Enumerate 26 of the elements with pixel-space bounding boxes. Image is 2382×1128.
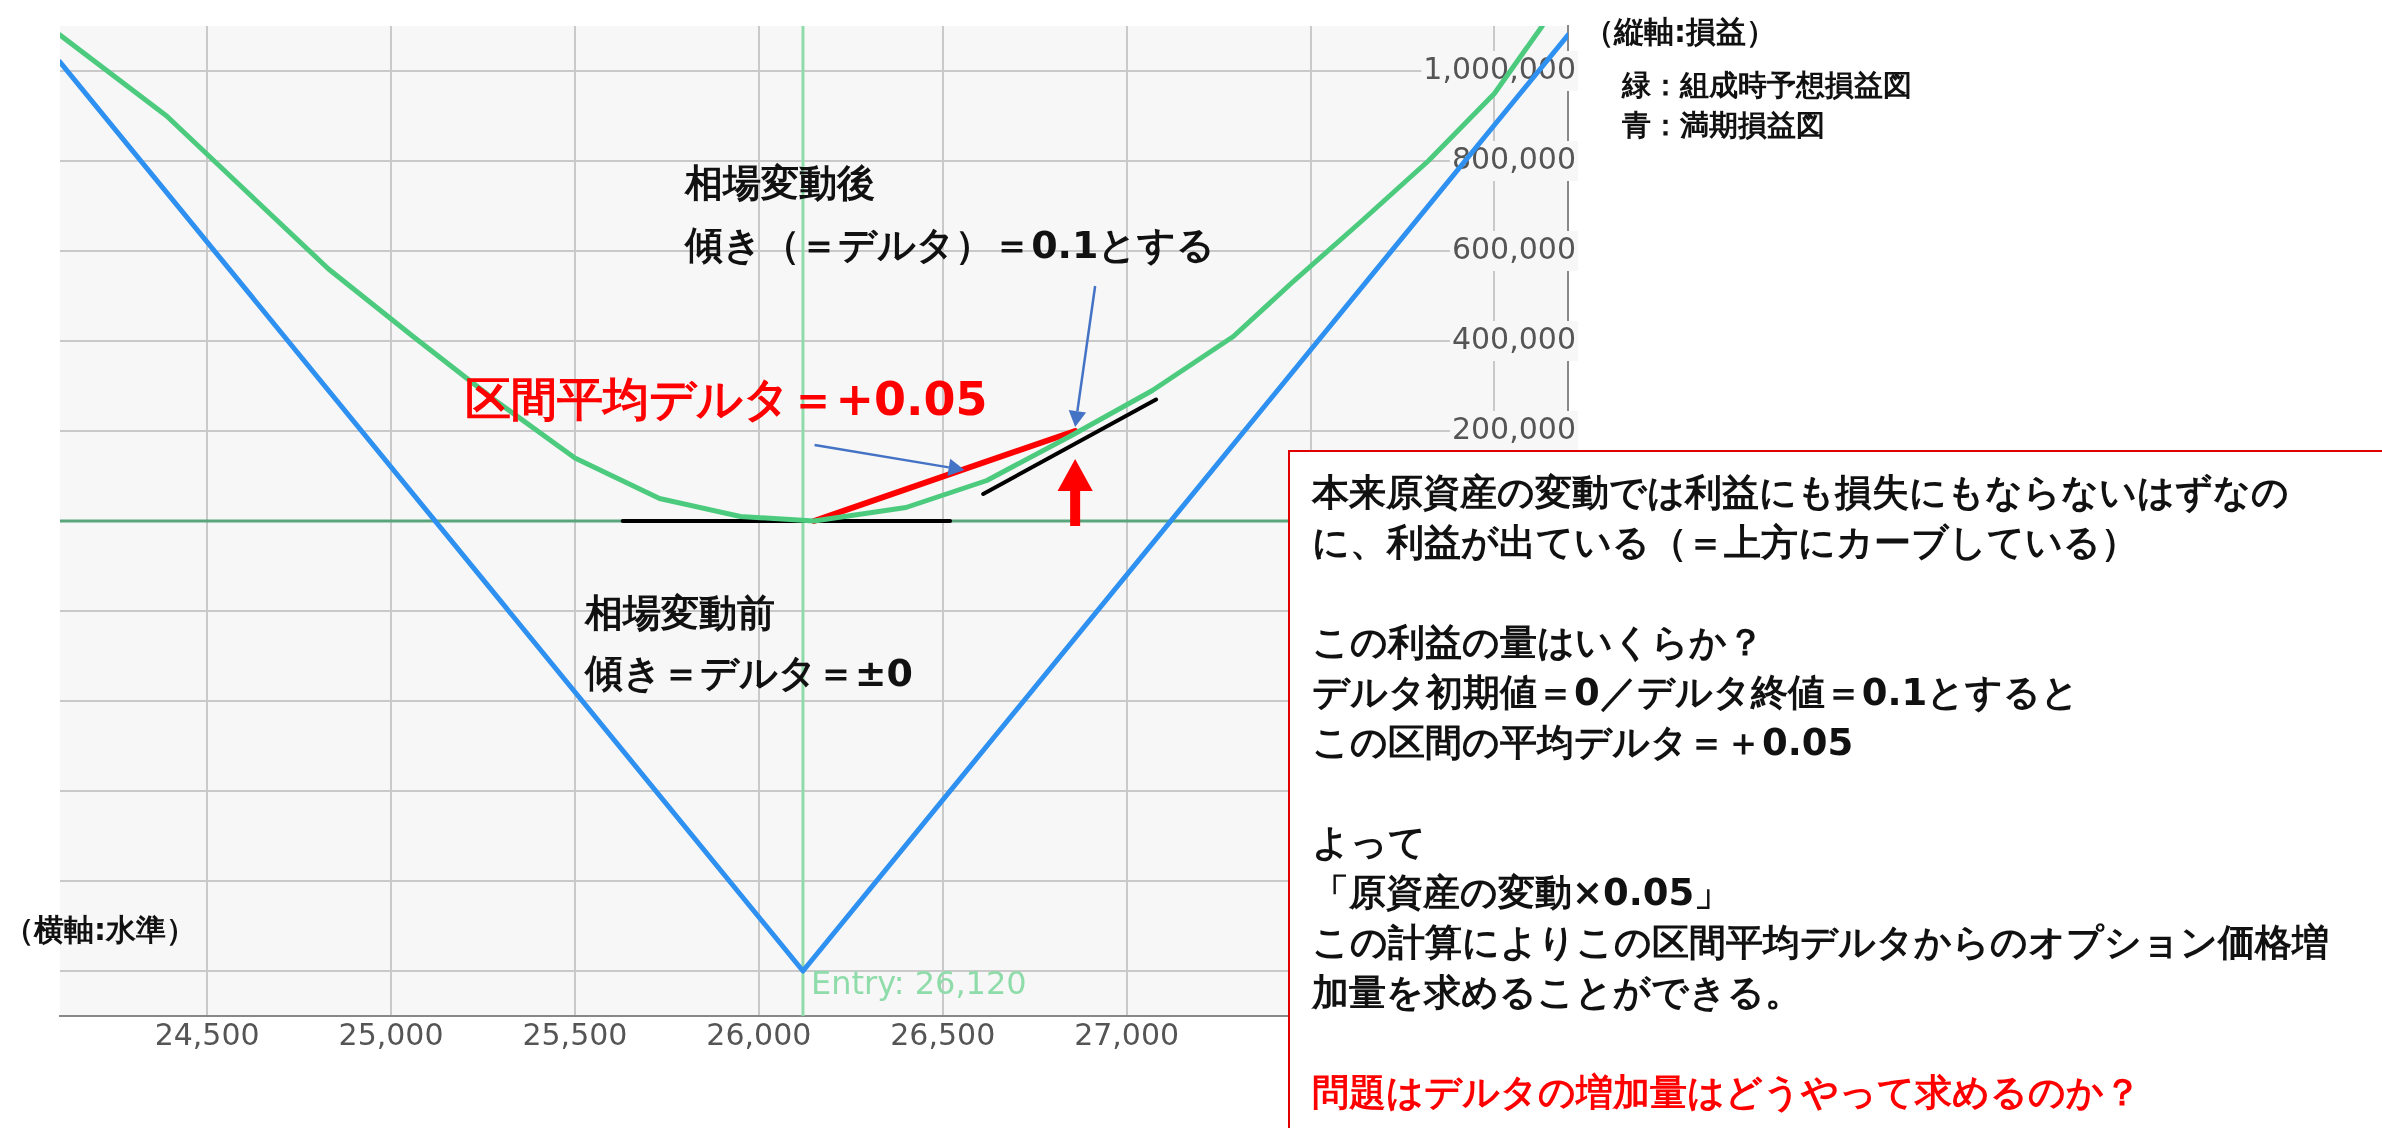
x-tick-label: 27,000: [1074, 1016, 1180, 1052]
annotation: この利益の量はいくらか？: [1312, 620, 1765, 666]
annotation: デルタ初期値＝0／デルタ終値＝0.1とすると: [1312, 670, 2081, 716]
annotation: この計算によりこの区間平均デルタからのオプション価格増加量を求めることができる。: [1312, 920, 2330, 1016]
annotation: 相場変動前: [584, 591, 775, 637]
text: 青：満期損益図: [1622, 108, 1825, 143]
x-tick-label: 26,000: [706, 1016, 812, 1052]
x-tick-label: 26,500: [890, 1016, 996, 1052]
y-tick-label: 400,000: [1451, 320, 1576, 356]
y-tick-label: 600,000: [1451, 230, 1576, 266]
text: 問題はデルタの増加量はどうやって求めるのか？: [1312, 1070, 2142, 1116]
y-axis-title: （縦軸:損益）: [1584, 14, 1776, 50]
x-tick-label: 25,000: [338, 1016, 444, 1052]
x-tick-label: 25,500: [522, 1016, 628, 1052]
x-tick-label: 24,500: [154, 1016, 260, 1052]
annotation: 本来原資産の変動では利益にも損失にもならないはずなのに、利益が出ている（＝上方にカーブしている）: [1312, 470, 2290, 566]
annotation: 相場変動後: [685, 161, 876, 207]
text: 緑：組成時予想損益図: [1622, 68, 1912, 103]
y-tick-label: 200,000: [1451, 410, 1576, 446]
annotation: 傾き＝デルタ＝±0: [584, 651, 914, 697]
annotation: 「原資産の変動×0.05」: [1312, 870, 1733, 916]
annotation: よって: [1312, 820, 1427, 866]
ref-line-label: Entry: 26,120: [810, 964, 1027, 1002]
x-axis-title: （横軸:水準）: [4, 912, 196, 948]
annotation: この区間の平均デルタ＝＋0.05: [1312, 720, 1855, 766]
annotation: 傾き（＝デルタ）＝0.1とする: [685, 223, 1216, 269]
